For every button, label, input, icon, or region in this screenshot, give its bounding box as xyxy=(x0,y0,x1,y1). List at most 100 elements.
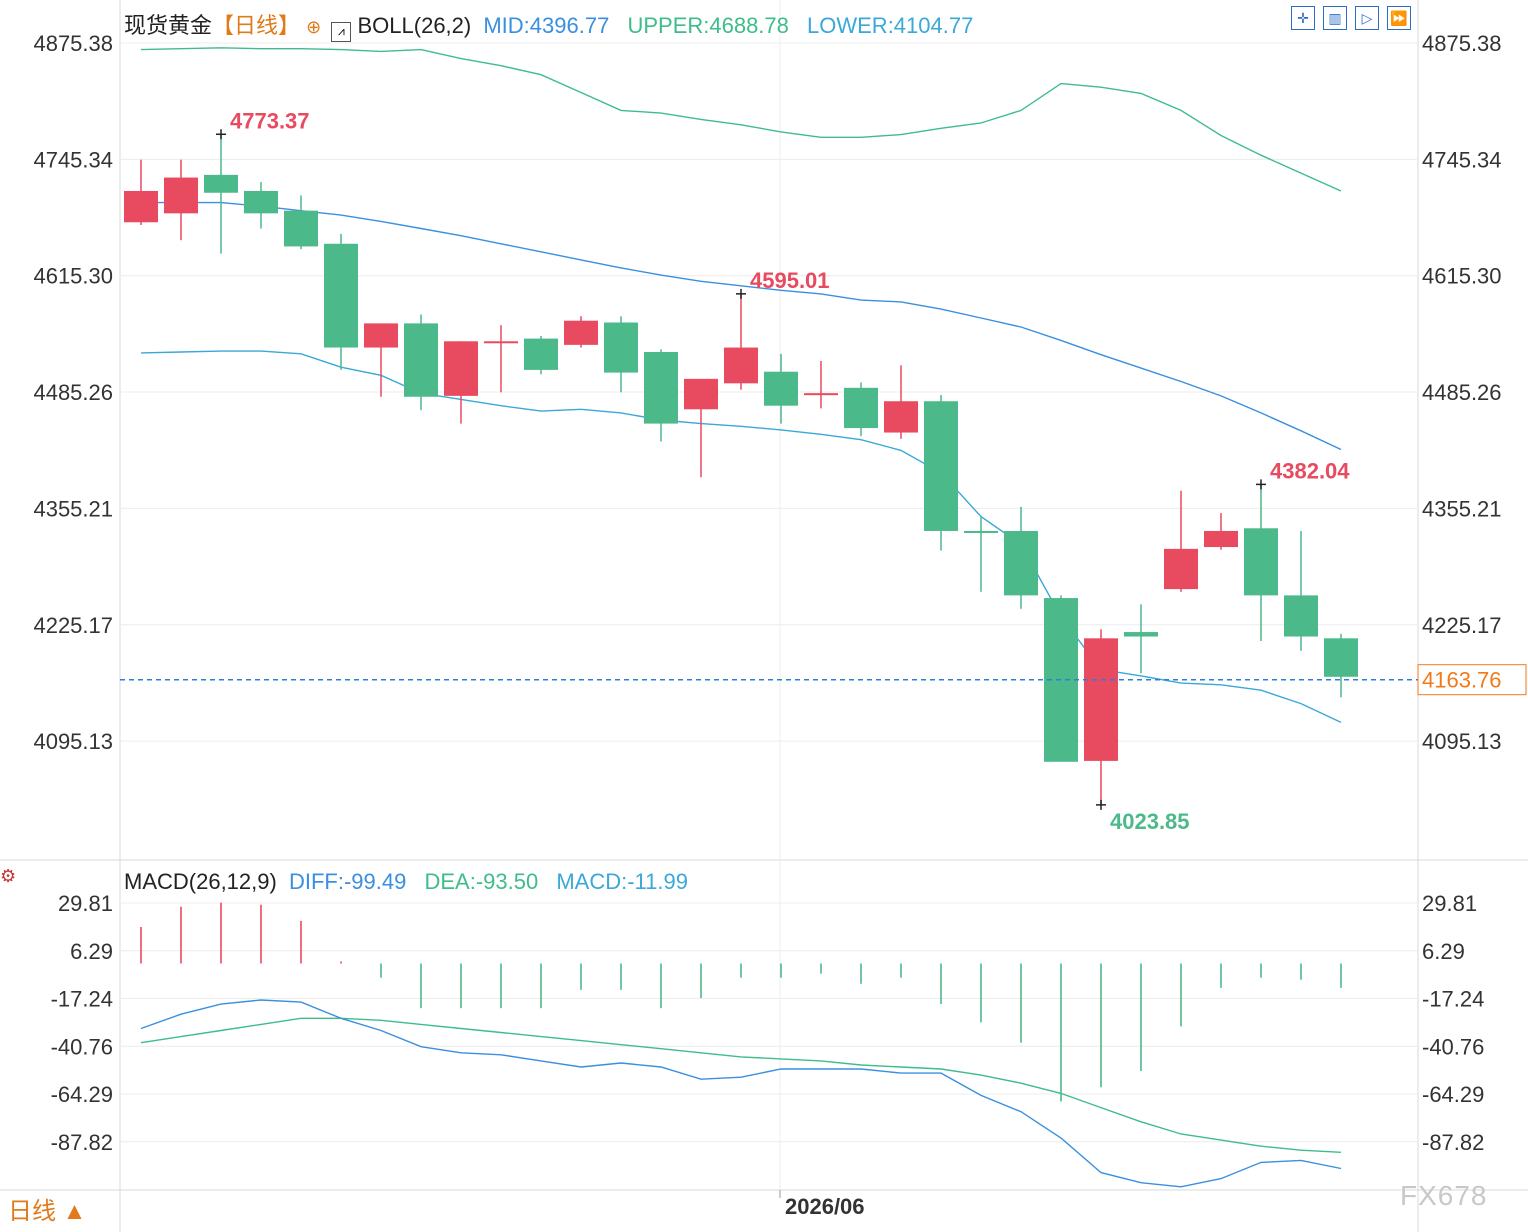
extreme-label: 4595.01 xyxy=(750,268,830,293)
macd-tick-left: -17.24 xyxy=(51,987,113,1012)
macd-dea-value: DEA:-93.50 xyxy=(424,869,539,894)
candle-body xyxy=(1084,638,1118,761)
macd-tick-left: 6.29 xyxy=(70,939,113,964)
candle-body xyxy=(1164,548,1198,590)
price-tick-right: 4615.30 xyxy=(1422,264,1502,289)
macd-tick-right: -17.24 xyxy=(1422,987,1484,1012)
candle-body xyxy=(1244,528,1278,596)
candle-body xyxy=(844,387,878,429)
candle xyxy=(1204,513,1238,550)
indicator-icon[interactable]: ⩘ xyxy=(331,22,352,42)
macd-tick-right: -87.82 xyxy=(1422,1130,1484,1155)
fast-forward-icon[interactable]: ⏩ xyxy=(1387,6,1411,30)
period-badge[interactable]: 日线 ▲ xyxy=(8,1198,87,1225)
extreme-label: 4773.37 xyxy=(230,108,310,133)
settings-gear-icon[interactable]: ⚙ xyxy=(0,866,17,886)
period-label[interactable]: 【日线】 xyxy=(212,13,301,38)
candle-body xyxy=(564,320,598,345)
candle-body xyxy=(204,174,238,193)
macd-tick-left: -64.29 xyxy=(51,1082,113,1107)
candle xyxy=(364,323,398,397)
last-price-box xyxy=(1417,664,1527,696)
candle xyxy=(1044,595,1078,762)
price-tick-left: 4225.17 xyxy=(33,613,113,638)
candle-body xyxy=(604,322,638,373)
candle-body xyxy=(644,352,678,424)
candle xyxy=(1084,629,1118,805)
candle-body xyxy=(1124,632,1158,637)
price-tick-left: 4095.13 xyxy=(33,729,113,754)
candle xyxy=(404,314,438,411)
date-axis-label: 2026/06 xyxy=(785,1194,865,1219)
candle xyxy=(884,365,918,439)
candle xyxy=(964,515,998,592)
candle-body xyxy=(804,393,838,396)
indicator-name: BOLL(26,2) xyxy=(357,13,472,38)
candle-body xyxy=(444,341,478,396)
candle-body xyxy=(404,323,438,397)
macd-macd-value: MACD:-11.99 xyxy=(556,869,688,894)
candle-body xyxy=(284,210,318,247)
boll-mid-line xyxy=(141,201,1342,451)
candle xyxy=(444,341,478,424)
candle xyxy=(604,316,638,393)
boll-mid-value: MID:4396.77 xyxy=(483,13,610,38)
candle-body xyxy=(884,401,918,433)
extreme-label: 4382.04 xyxy=(1270,458,1350,483)
instrument-name: 现货黄金 xyxy=(124,13,213,38)
macd-tick-left: 29.81 xyxy=(58,891,113,916)
macd-diff-line xyxy=(140,999,1342,1188)
candle xyxy=(124,159,158,225)
candle xyxy=(644,349,678,442)
macd-diff-value: DIFF:-99.49 xyxy=(288,869,407,894)
candle xyxy=(524,335,558,375)
price-tick-left: 4355.21 xyxy=(33,496,113,521)
candle xyxy=(1284,530,1318,651)
zoom-circle-icon[interactable]: ⊕ xyxy=(306,17,322,37)
price-tick-right: 4875.38 xyxy=(1422,31,1502,56)
price-overlays: 4163.76 4773.37 4595.01 4382.04 4023.85 xyxy=(120,108,1527,834)
crosshair-icon[interactable]: ✛ xyxy=(1291,6,1315,30)
candle xyxy=(764,353,798,424)
candle xyxy=(564,316,598,348)
last-price-label: 4163.76 xyxy=(1422,668,1502,693)
price-tick-left: 4615.30 xyxy=(33,264,113,289)
candle-body xyxy=(924,401,958,531)
price-tick-right: 4485.26 xyxy=(1422,380,1502,405)
price-tick-left: 4485.26 xyxy=(33,380,113,405)
candle xyxy=(1244,484,1278,642)
candle xyxy=(284,195,318,250)
candle xyxy=(1164,490,1198,592)
macd-tick-left: -87.82 xyxy=(51,1130,113,1155)
candle xyxy=(1004,506,1038,609)
boll-lower-line xyxy=(140,350,1342,724)
boll-upper-line xyxy=(140,47,1342,192)
candle-body xyxy=(484,341,518,344)
candle-body xyxy=(1284,595,1318,637)
macd-tick-right: 6.29 xyxy=(1422,939,1465,964)
candle xyxy=(684,378,718,478)
candle-body xyxy=(244,190,278,214)
macd-tick-right: 29.81 xyxy=(1422,891,1477,916)
axis-labels: 4875.38 4875.38 4745.34 4745.34 4615.30 4615.… xyxy=(33,31,1501,1155)
bar-chart-icon[interactable]: ▥ xyxy=(1323,6,1347,30)
candle xyxy=(324,233,358,370)
candle xyxy=(244,182,278,229)
candle-body xyxy=(1204,530,1238,548)
candle-body xyxy=(324,243,358,348)
extreme-label: 4023.85 xyxy=(1110,809,1190,834)
candle xyxy=(924,394,958,551)
price-tick-right: 4745.34 xyxy=(1422,147,1502,172)
play-next-icon[interactable]: ▷ xyxy=(1355,6,1379,30)
candles xyxy=(124,134,1358,805)
boll-upper-value: UPPER:4688.78 xyxy=(627,13,789,38)
price-tick-left: 4875.38 xyxy=(33,31,113,56)
candle-body xyxy=(124,190,158,223)
candle xyxy=(1124,604,1158,674)
candle-body xyxy=(164,177,198,214)
price-tick-right: 4225.17 xyxy=(1422,613,1502,638)
macd-dea-line xyxy=(140,1017,1342,1153)
candle-body xyxy=(1004,530,1038,596)
